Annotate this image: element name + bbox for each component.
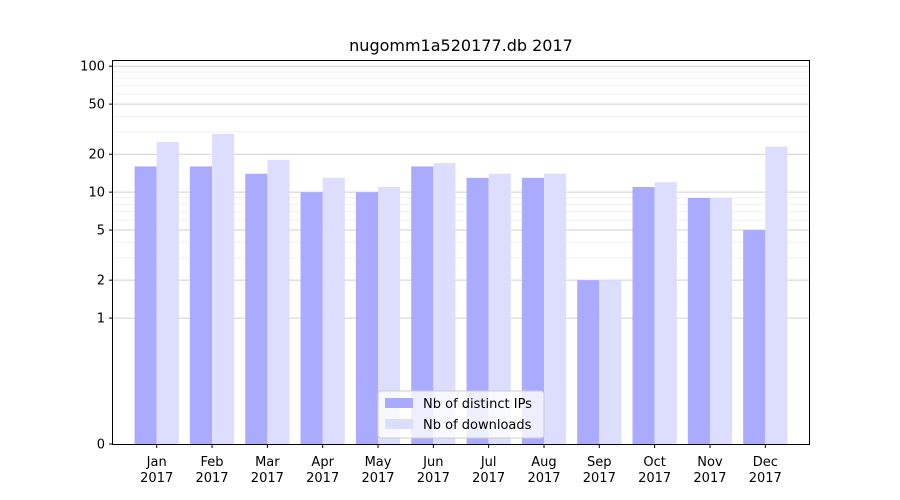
x-tick-label: Dec 2017 (749, 455, 782, 486)
bar (599, 280, 622, 444)
x-tick-label: Mar 2017 (251, 455, 284, 486)
bar (134, 166, 157, 444)
chart-title: nugomm1a520177.db 2017 (349, 36, 573, 55)
y-tick-label: 10 (88, 186, 105, 201)
plot-frame (112, 60, 810, 445)
bar (433, 163, 456, 444)
bar (632, 186, 655, 445)
x-tick-label: Jun 2017 (417, 455, 450, 486)
bar (765, 146, 788, 445)
y-tick-label: 2 (97, 274, 105, 289)
y-tick-label: 1 (97, 312, 105, 327)
y-tick-label: 20 (88, 148, 105, 163)
bar (654, 182, 677, 444)
bar (378, 186, 401, 445)
legend-label-downloads: Nb of downloads (423, 418, 532, 433)
bar (245, 173, 268, 444)
bar (156, 142, 179, 444)
bar (267, 159, 290, 444)
x-tick-label: Nov 2017 (693, 455, 726, 486)
x-tick-label: Apr 2017 (306, 455, 339, 486)
bar (687, 197, 710, 444)
x-tick-label: Jul 2017 (472, 455, 505, 486)
bar (189, 166, 213, 444)
bar (488, 173, 511, 444)
bar (577, 280, 600, 444)
bar (466, 177, 489, 444)
bar (300, 192, 323, 444)
bar (709, 197, 733, 444)
bar (355, 192, 379, 444)
x-tick-label: May 2017 (361, 455, 394, 486)
legend-swatch-downloads (385, 419, 413, 429)
bar (322, 177, 345, 444)
bar (521, 177, 544, 444)
legend-swatch-distinct-ips (385, 398, 413, 408)
y-tick-label: 0 (97, 438, 105, 453)
legend-label-distinct-ips: Nb of distinct IPs (423, 397, 532, 412)
bars-layer (134, 133, 788, 445)
bar (543, 173, 567, 444)
y-tick-label: 5 (97, 224, 105, 239)
bar (743, 230, 766, 444)
legend-box (377, 390, 545, 439)
y-tick-label: 50 (88, 98, 105, 113)
y-tick-label: 100 (80, 60, 105, 75)
legend: Nb of distinct IPs Nb of downloads (377, 390, 545, 439)
y-axis: 0 1 2 5 10 20 50 100 (80, 60, 113, 453)
x-tick-label: Feb 2017 (195, 455, 228, 486)
x-axis: Jan 2017 Feb 2017 Mar 2017 Apr 2017 May 2017 Jun 20… (140, 444, 782, 486)
x-tick-label: Oct 2017 (638, 455, 671, 486)
x-tick-label: Jan 2017 (140, 455, 173, 486)
bar (212, 133, 235, 445)
bar (411, 166, 434, 444)
x-tick-label: Aug 2017 (527, 455, 560, 486)
x-tick-label: Sep 2017 (583, 455, 616, 486)
